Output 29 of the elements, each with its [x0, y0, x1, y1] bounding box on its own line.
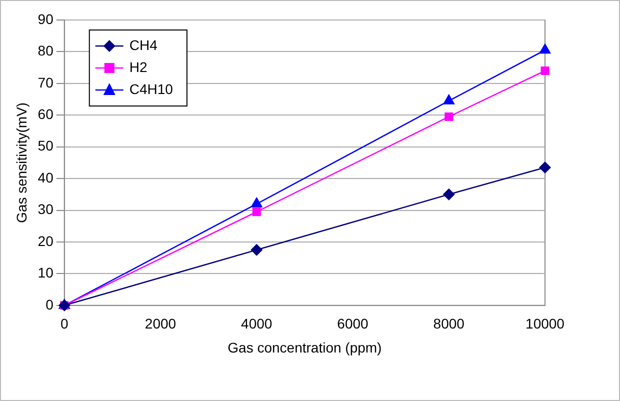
point: [539, 161, 551, 174]
y-tick-label: 20: [38, 232, 54, 249]
legend-label: C4H10: [129, 80, 174, 97]
x-tick-label: 4000: [241, 316, 272, 332]
y-axis-title: Gas sensitivity(mV): [13, 102, 30, 223]
y-tick-label: 80: [38, 42, 54, 59]
y-tick-label: 60: [38, 106, 54, 122]
point: [252, 208, 261, 216]
y-tick-label: 90: [38, 10, 54, 27]
x-tick-label: 10000: [526, 316, 565, 332]
point: [250, 244, 263, 256]
point: [540, 66, 550, 75]
x-tick-label: 0: [60, 316, 68, 332]
x-tick-label: 6000: [337, 316, 369, 332]
point: [442, 188, 455, 200]
x-axis-title: Gas concentration (ppm): [228, 339, 382, 356]
point: [538, 43, 552, 54]
y-tick-label: 50: [38, 138, 54, 154]
point: [442, 94, 455, 104]
x-tick-label: 8000: [433, 316, 465, 332]
point: [444, 112, 454, 121]
legend-label: CH4: [129, 36, 158, 53]
y-tick-label: 30: [38, 201, 54, 218]
x-tick-label: 2000: [144, 316, 176, 332]
y-tick-label: 10: [38, 264, 54, 281]
y-tick-label: 0: [46, 296, 54, 312]
y-tick-label: 40: [38, 169, 54, 186]
legend-label: H2: [129, 58, 148, 75]
y-tick-label: 70: [38, 74, 54, 90]
